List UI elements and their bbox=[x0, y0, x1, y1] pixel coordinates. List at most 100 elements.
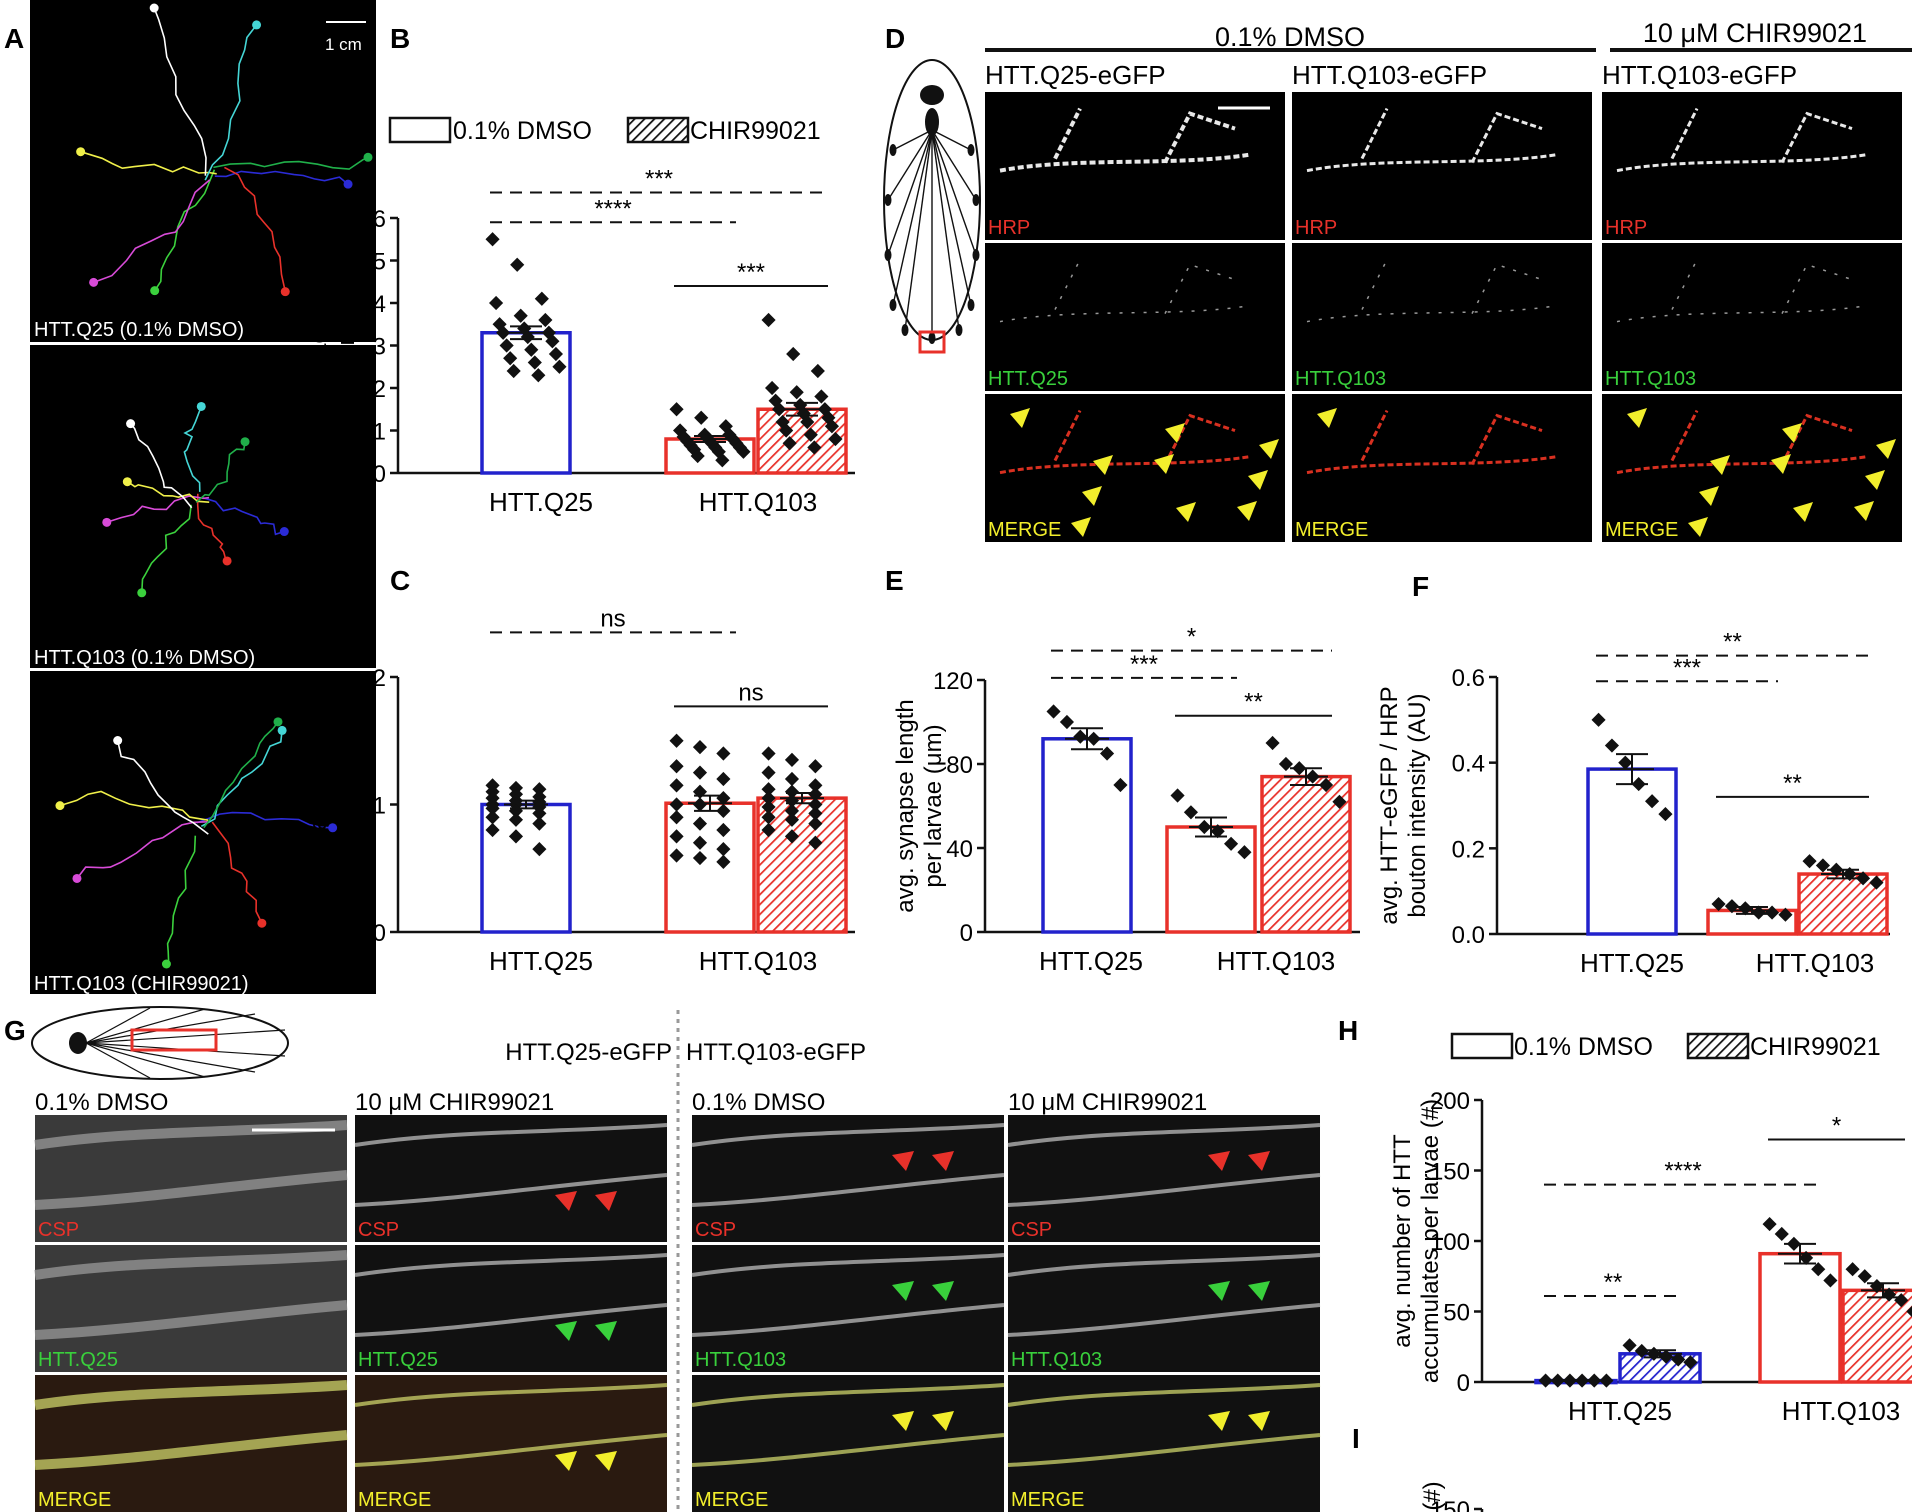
row-label-g: MERGE bbox=[1011, 1489, 1084, 1511]
data-point-c bbox=[485, 822, 500, 838]
larva-tracks bbox=[55, 3, 373, 969]
column-title-g: 0.1% DMSO bbox=[692, 1089, 825, 1116]
data-point-h bbox=[1671, 1352, 1686, 1367]
data-point-e bbox=[1210, 824, 1225, 839]
data-point-b bbox=[489, 295, 504, 311]
data-point-b bbox=[520, 329, 535, 345]
bar-e bbox=[1041, 737, 1133, 934]
data-point-e bbox=[1183, 805, 1199, 820]
data-point-h bbox=[1811, 1262, 1826, 1277]
muscle-segment bbox=[884, 194, 892, 206]
brain-lobe bbox=[920, 85, 944, 105]
larva-endpoint bbox=[126, 419, 136, 429]
nerve bbox=[892, 129, 933, 151]
data-point-b bbox=[499, 338, 514, 353]
micrograph-d bbox=[1602, 243, 1902, 391]
data-point-f bbox=[1724, 899, 1740, 914]
micrograph-d bbox=[1292, 243, 1592, 391]
nerve bbox=[887, 129, 933, 201]
data-point-b bbox=[786, 346, 801, 362]
axon-bundle bbox=[34, 1120, 348, 1150]
row-label-g: CSP bbox=[1011, 1219, 1052, 1241]
panel-letters: A B C D E F G H I bbox=[4, 23, 1429, 1454]
data-point-c bbox=[716, 803, 731, 818]
data-point-e bbox=[1197, 819, 1212, 835]
nerve bbox=[904, 129, 933, 331]
micrograph-d bbox=[985, 243, 1285, 391]
row-label-d: MERGE bbox=[988, 519, 1061, 541]
data-point-c bbox=[808, 778, 823, 793]
data-point-h bbox=[1845, 1262, 1860, 1277]
arrowhead-yellow bbox=[1771, 454, 1791, 474]
data-point-b bbox=[782, 436, 797, 451]
bar-e bbox=[1165, 825, 1257, 934]
data-point-h bbox=[1622, 1338, 1637, 1353]
axon-bundle bbox=[354, 1253, 668, 1277]
data-point-c bbox=[669, 797, 684, 812]
muscle-segment bbox=[928, 332, 936, 344]
y-tick-label-e: 0 bbox=[960, 920, 973, 947]
data-point-e bbox=[1113, 777, 1128, 793]
larva-track bbox=[211, 821, 263, 924]
axon-bundle bbox=[1007, 1253, 1321, 1277]
panel-d: 0.1% DMSO 10 μM CHIR99021 HTT.Q25-eGFP HT… bbox=[883, 18, 1912, 542]
y-axis-title-b: (cm/min) bbox=[333, 299, 360, 392]
data-point-b bbox=[690, 448, 705, 464]
arrowhead bbox=[595, 1191, 617, 1211]
nerve bbox=[931, 129, 960, 331]
larva-track bbox=[154, 169, 216, 292]
arrowhead-yellow bbox=[1317, 408, 1337, 428]
chart-e: 0 40 80 120 avg. synapse length per larvae (μ… bbox=[892, 624, 1360, 976]
larva-endpoint bbox=[240, 437, 250, 447]
row-label-d: HRP bbox=[1605, 217, 1647, 239]
larva-track bbox=[195, 441, 246, 503]
data-point-b bbox=[503, 351, 518, 366]
data-point-c bbox=[692, 765, 708, 780]
data-point-b bbox=[538, 312, 553, 328]
y-tick-label-c: 1 bbox=[373, 793, 386, 820]
data-point-c bbox=[784, 752, 800, 767]
data-point-b bbox=[765, 380, 780, 396]
larva-endpoint bbox=[149, 3, 159, 13]
panel-letter-f: F bbox=[1412, 571, 1429, 602]
data-point-c bbox=[808, 816, 823, 831]
data-point-b bbox=[485, 232, 500, 247]
bar-c bbox=[756, 796, 848, 934]
nmj-terminal bbox=[999, 259, 1251, 323]
larva-endpoint bbox=[89, 277, 99, 287]
data-point-c bbox=[716, 791, 731, 806]
larva-track bbox=[183, 406, 203, 492]
data-point-h bbox=[1762, 1217, 1777, 1232]
axon-bundle bbox=[1007, 1123, 1321, 1147]
x-tick-label-f: HTT.Q25 bbox=[1580, 948, 1684, 978]
data-point-c bbox=[669, 829, 684, 844]
data-point-c bbox=[532, 842, 547, 857]
axon-bundle bbox=[691, 1123, 1005, 1147]
data-point-c bbox=[485, 801, 500, 816]
nerve bbox=[85, 1042, 151, 1079]
axon-bundle bbox=[691, 1433, 1005, 1467]
row-label-d: HRP bbox=[988, 217, 1030, 239]
row-label-d: MERGE bbox=[1295, 519, 1368, 541]
row-label-d: HTT.Q25 bbox=[988, 368, 1068, 390]
arrowhead bbox=[1208, 1411, 1230, 1431]
nerve bbox=[85, 1008, 206, 1044]
data-point-b bbox=[506, 363, 521, 379]
muscle-segment bbox=[967, 299, 975, 311]
arrowhead bbox=[1248, 1411, 1270, 1431]
muscle-segment bbox=[884, 249, 892, 261]
panel-letter-d: D bbox=[885, 23, 905, 54]
row-label-g: HTT.Q103 bbox=[695, 1349, 786, 1371]
column-title-d: HTT.Q25-eGFP bbox=[985, 60, 1166, 90]
nerve bbox=[85, 1029, 286, 1044]
track-image-q103-chir bbox=[30, 671, 376, 994]
y-tick-label-b: 0 bbox=[373, 461, 386, 488]
axon-bundle bbox=[34, 1380, 348, 1410]
arrowhead bbox=[555, 1451, 577, 1471]
data-point-b bbox=[513, 308, 528, 323]
arrowhead-yellow bbox=[1082, 486, 1102, 506]
larva-endpoint bbox=[72, 873, 82, 883]
muscle-segment bbox=[967, 144, 975, 156]
diagram-highlight-box-g bbox=[130, 1028, 218, 1052]
data-point-c bbox=[761, 765, 776, 780]
